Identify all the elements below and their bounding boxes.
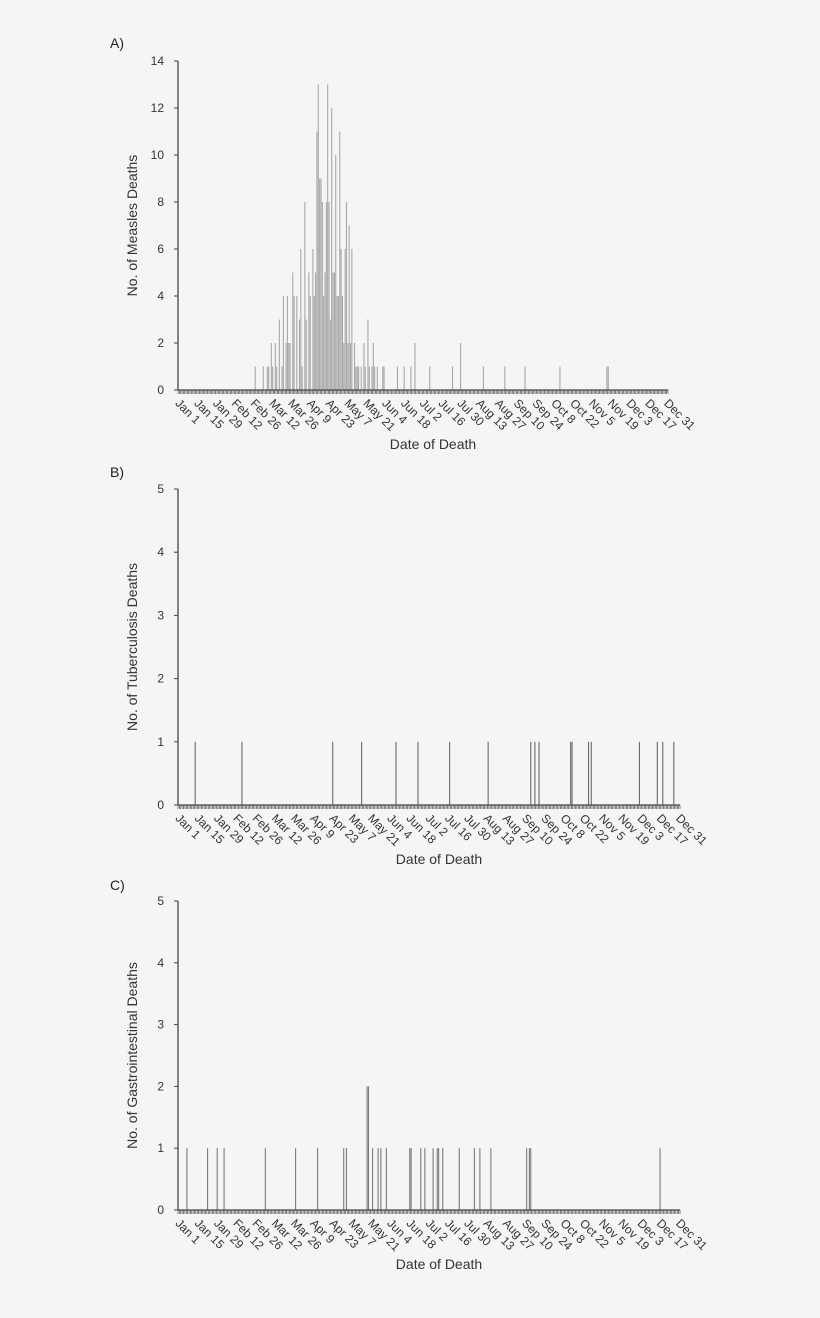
y-tick-label: 10 xyxy=(151,148,165,162)
y-tick-label: 2 xyxy=(157,1079,164,1093)
y-tick-label: 5 xyxy=(157,894,164,908)
y-tick-label: 0 xyxy=(157,383,164,397)
x-minor-ticks xyxy=(177,390,669,394)
y-tick-label: 2 xyxy=(157,336,164,350)
y-tick-label: 12 xyxy=(151,101,165,115)
y-tick-label: 6 xyxy=(157,242,164,256)
y-axis-title: No. of Measles Deaths xyxy=(124,155,140,297)
x-minor-ticks xyxy=(177,1210,681,1214)
y-tick-label: 0 xyxy=(157,798,164,812)
x-minor-ticks xyxy=(177,805,681,809)
y-tick-label: 5 xyxy=(157,482,164,496)
y-tick-label: 1 xyxy=(157,735,164,749)
y-tick-label: 1 xyxy=(157,1141,164,1155)
x-axis-title: Date of Death xyxy=(390,436,476,452)
panel-label: C) xyxy=(110,877,125,893)
y-axis-title: No. of Gastrointestinal Deaths xyxy=(124,962,140,1149)
y-tick-label: 4 xyxy=(157,956,164,970)
x-axis-title: Date of Death xyxy=(396,1256,482,1272)
y-tick-label: 3 xyxy=(157,1018,164,1032)
y-tick-label: 8 xyxy=(157,195,164,209)
y-tick-label: 4 xyxy=(157,289,164,303)
y-tick-label: 3 xyxy=(157,608,164,622)
y-tick-label: 14 xyxy=(151,54,165,68)
y-tick-label: 2 xyxy=(157,672,164,686)
y-axis-title: No. of Tuberculosis Deaths xyxy=(124,563,140,731)
panel-label: A) xyxy=(110,35,124,51)
y-tick-label: 4 xyxy=(157,545,164,559)
y-tick-label: 0 xyxy=(157,1203,164,1217)
x-axis-title: Date of Death xyxy=(396,851,482,867)
panel-label: B) xyxy=(110,464,124,480)
